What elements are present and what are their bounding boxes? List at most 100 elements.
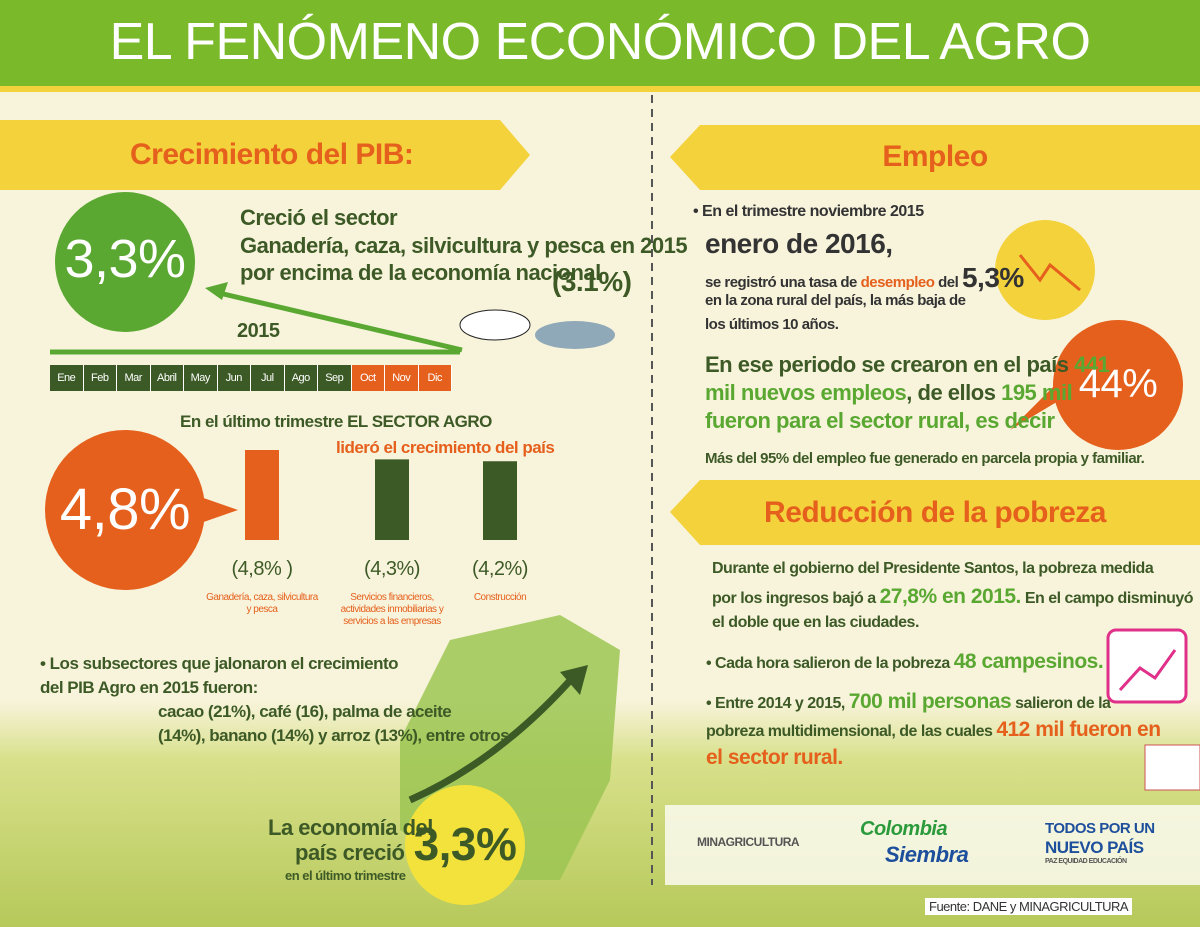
logo-strip: [665, 805, 1200, 885]
text: mil nuevos empleos: [705, 380, 907, 405]
text: 195 mil: [1001, 380, 1073, 405]
big-value: 3,3%: [413, 818, 517, 870]
text: mil nuevos empleos, de ellos 195 mil: [705, 380, 1073, 406]
trend-icon: [1018, 254, 1081, 292]
month: Feb: [83, 365, 117, 391]
month: Jul: [251, 365, 285, 391]
text: • Cada hora salieron de la pobreza: [706, 655, 950, 672]
timeline: Ene Feb Mar Abril May Jun Jul Ago Sep Oct Nov Dic: [50, 365, 452, 391]
ribbon: [670, 480, 1200, 545]
logo: NUEVO PAÍS: [1045, 838, 1144, 857]
month: Abril: [150, 365, 184, 391]
text: Más del 95% del empleo fue generado en p…: [705, 450, 1145, 467]
month: Ene: [50, 365, 84, 391]
bar-label: Servicios financieros, actividades inmob…: [340, 592, 444, 627]
text: salieron de la: [1015, 695, 1111, 712]
circle: [45, 430, 205, 590]
logo: Siembra: [885, 842, 969, 867]
logo: TODOS POR UN: [1045, 820, 1155, 837]
text: 700 mil personas: [848, 690, 1012, 713]
text: EL SECTOR AGRO: [347, 412, 492, 431]
text: • Entre 2014 y 2015,: [706, 695, 845, 712]
month: Jun: [217, 365, 251, 391]
text: se registró una tasa de: [705, 274, 857, 291]
text: 441: [1074, 352, 1110, 377]
month: Mar: [117, 365, 151, 391]
arrow: [408, 672, 578, 804]
text: por los ingresos bajó a: [712, 590, 876, 607]
text: en la zona rural del país, la más baja d…: [705, 292, 966, 309]
value-label: (4,8% ): [231, 558, 293, 580]
text: , de ellos: [906, 380, 996, 405]
circle: [405, 785, 525, 905]
text: Durante el gobierno del Presidente Santo…: [712, 560, 1154, 577]
heading: Reducción de la pobreza: [764, 496, 1106, 529]
circle: [55, 192, 195, 332]
bar: [375, 459, 409, 540]
big-value: 3,3%: [64, 229, 186, 289]
header-band: [0, 0, 1200, 86]
text: se registró una tasa de desempleo del 5,…: [705, 262, 1024, 294]
logo: PAZ EQUIDAD EDUCACIÓN: [1045, 858, 1127, 865]
icon: [1118, 649, 1177, 692]
text: • En el trimestre noviembre 2015: [693, 203, 924, 220]
text: del: [938, 274, 959, 291]
big-value: 44%: [1078, 362, 1158, 406]
text: del PIB Agro en 2015 fueron:: [40, 678, 258, 697]
bar: [245, 450, 279, 540]
text: 5,3%: [961, 262, 1024, 293]
text: lideró el crecimiento del país: [336, 438, 555, 457]
text: • Entre 2014 y 2015, 700 mil personas sa…: [706, 690, 1111, 714]
header-stripe: [0, 86, 1200, 92]
fish: [535, 321, 615, 349]
text: Ganadería, caza, silvicultura y pesca en…: [240, 233, 688, 258]
text: (3.1%): [552, 266, 632, 297]
bar-label: Ganadería, caza, silvicultura y pesca: [206, 592, 318, 615]
text: en el último trimestre: [285, 868, 406, 883]
text: fueron para el sector rural, es decir: [705, 408, 1055, 433]
month: Ago: [284, 365, 318, 391]
pointer: [195, 495, 238, 525]
heading: Crecimiento del PIB:: [130, 138, 414, 171]
pointer: [1010, 370, 1070, 430]
text: Creció el sector: [240, 205, 398, 230]
text: En el campo disminuyó: [1024, 590, 1194, 607]
text: • Los subsectores que jalonaron el creci…: [40, 654, 399, 673]
circle: [1053, 320, 1183, 450]
text: En ese periodo se crearon en el país: [705, 352, 1069, 377]
cow: [459, 309, 531, 341]
month: Oct: [351, 365, 385, 391]
text: desempleo: [860, 274, 935, 291]
arrow: [214, 289, 463, 353]
text: En el último trimestre: [180, 412, 343, 431]
value-label: (4,2%): [472, 558, 528, 580]
text: por encima de la economía nacional: [240, 260, 601, 285]
text: En el último trimestre EL SECTOR AGRO: [180, 412, 492, 432]
text: país creció: [295, 840, 405, 865]
bar-label: Construcción: [473, 592, 527, 603]
arrow-head: [205, 282, 228, 300]
text: cacao (21%), café (16), palma de aceite: [158, 702, 452, 721]
arrow-head: [560, 665, 588, 695]
year: 2015: [237, 320, 280, 342]
text: pobreza multidimensional, de las cuales: [706, 723, 993, 740]
ribbon: [0, 120, 530, 190]
source: Fuente: DANE y MINAGRICULTURA: [925, 898, 1133, 915]
title: EL FENÓMENO ECONÓMICO DEL AGRO: [109, 13, 1091, 71]
ribbon: [670, 125, 1200, 190]
heading: Empleo: [882, 140, 988, 173]
logo: Colombia: [860, 818, 948, 840]
text: el doble que en las ciudades.: [712, 614, 919, 631]
big-value: 4,8%: [59, 477, 191, 542]
text: (14%), banano (14%) y arroz (13%), entre…: [158, 726, 510, 745]
logo: MINAGRICULTURA: [697, 835, 800, 849]
text: 27,8% en 2015.: [879, 585, 1022, 608]
text: 412 mil fueron en: [996, 718, 1161, 741]
value-label: (4,3%): [364, 558, 420, 580]
text: pobreza multidimensional, de las cuales …: [706, 718, 1161, 742]
text: La economía del: [268, 815, 433, 840]
month: Sep: [318, 365, 352, 391]
icon: [1106, 628, 1188, 704]
